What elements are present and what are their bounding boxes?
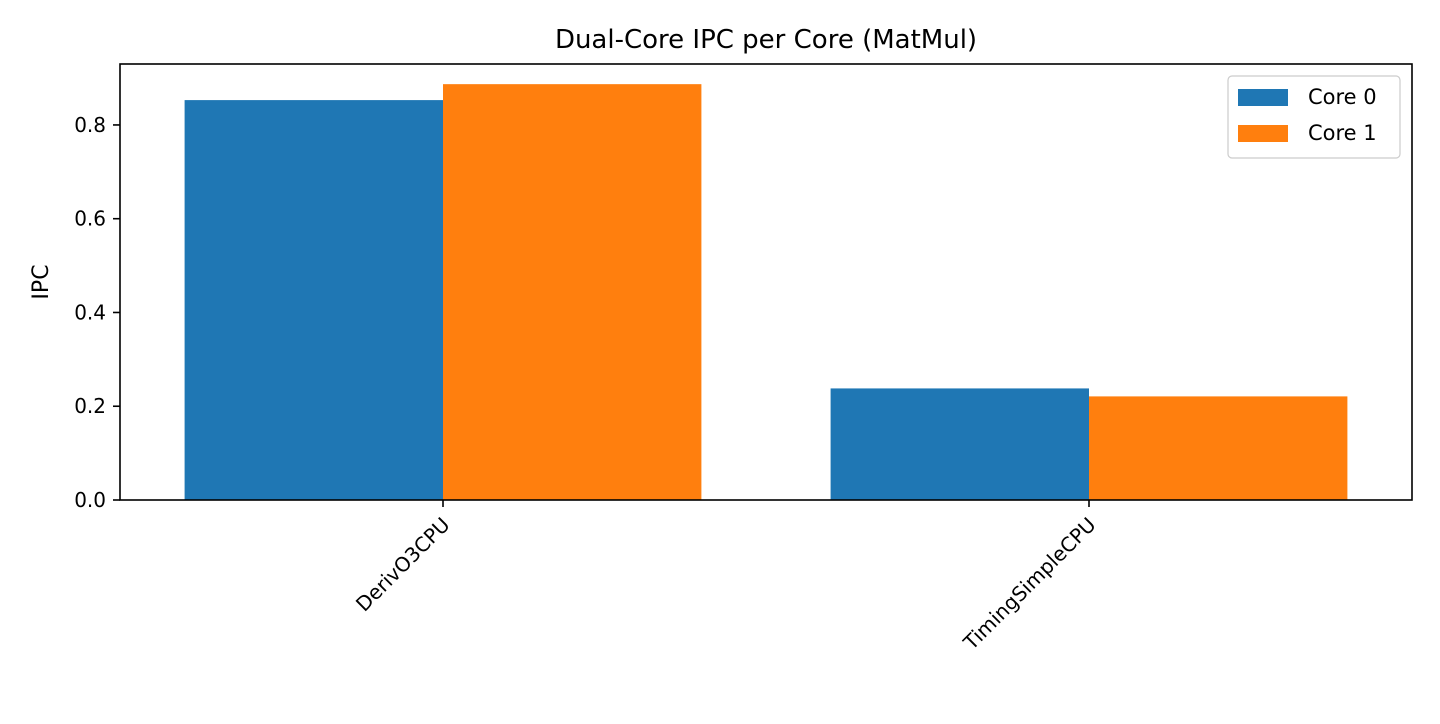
x-tick-label: TimingSimpleCPU — [958, 513, 1101, 656]
axes-frame — [119, 63, 1413, 501]
y-tick-label: 0.8 — [74, 113, 106, 137]
y-tick-label: 0.4 — [74, 300, 106, 324]
y-tick-label: 0.2 — [74, 394, 106, 418]
legend-swatch — [1238, 89, 1288, 106]
x-tick-label: DerivO3CPU — [351, 513, 455, 617]
y-tick-label: 0.6 — [74, 207, 106, 231]
bar-core-0-timingsimplecpu — [830, 388, 1089, 500]
plot-area: 0.0 0.2 0.4 0.6 0.8 DerivO3CPU TimingSimpleCPU… — [74, 63, 1413, 656]
legend-label: Core 1 — [1308, 121, 1377, 145]
legend-swatch — [1238, 125, 1288, 142]
chart-title: Dual-Core IPC per Core (MatMul) — [555, 25, 977, 55]
bar-core-1-timingsimplecpu — [1089, 396, 1348, 500]
bar-core-0-derivo3cpu — [184, 100, 443, 500]
y-tick-label: 0.0 — [74, 488, 106, 512]
legend-label: Core 0 — [1308, 85, 1377, 109]
y-axis-label: IPC — [29, 264, 54, 299]
bar-core-1-derivo3cpu — [443, 84, 702, 500]
